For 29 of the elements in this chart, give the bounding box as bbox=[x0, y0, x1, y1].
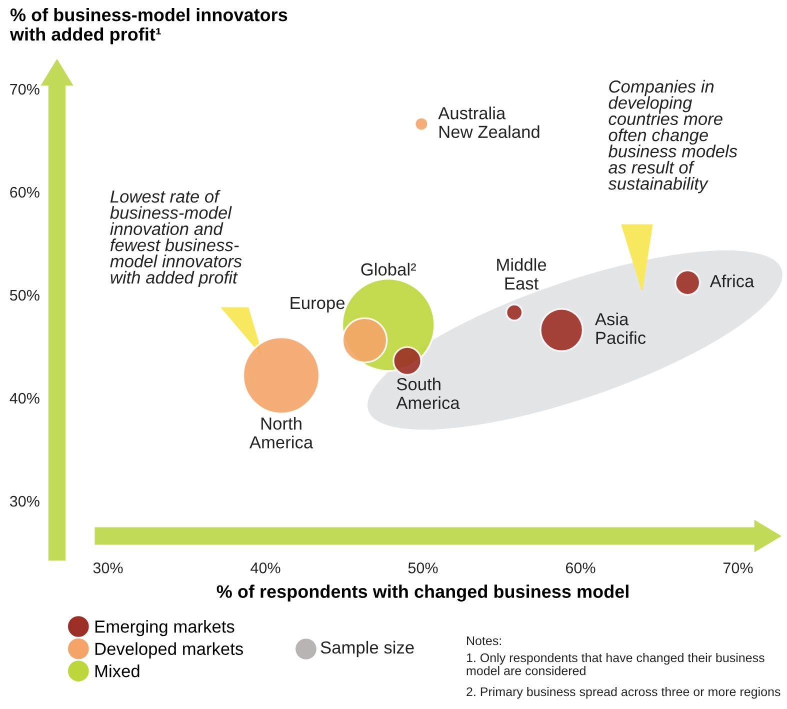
annotation: Companies in developing countries more often change business models as result of sustainability bbox=[608, 80, 738, 194]
legend-label: Mixed bbox=[95, 664, 140, 678]
text: Sample size bbox=[320, 640, 414, 658]
annotation: North America bbox=[249, 417, 314, 448]
y-tick-label: 40% bbox=[10, 392, 40, 404]
annotation: Lowest rate of business-model innovation and fewest business- model innovators with added profit bbox=[110, 190, 242, 288]
y-tick-label: 60% bbox=[10, 186, 40, 198]
text: Notes: bbox=[467, 636, 501, 646]
x-tick-label: 60% bbox=[566, 562, 596, 574]
y-axis-title: % of business-model innovators with added profit¹ bbox=[10, 8, 288, 44]
text: 2. Primary business spread across three or more regions bbox=[466, 687, 780, 699]
annotation: Middle East bbox=[497, 258, 546, 290]
annotation: Africa bbox=[710, 274, 754, 288]
y-tick-label: 30% bbox=[10, 496, 40, 507]
annotation: Australia New Zealand bbox=[438, 106, 540, 138]
legend-label: Developed markets bbox=[95, 642, 243, 658]
text: 1. Only respondents that have changed their business model are considered bbox=[466, 653, 764, 676]
x-tick-label: 30% bbox=[93, 562, 123, 574]
annotation: Global² bbox=[361, 262, 416, 276]
annotation: South America bbox=[396, 378, 460, 410]
x-tick-label: 70% bbox=[723, 562, 753, 574]
x-axis-title: % of respondents with changed business model bbox=[216, 584, 628, 602]
x-tick-label: 40% bbox=[250, 562, 280, 574]
x-tick-label: 50% bbox=[408, 562, 438, 574]
y-tick-label: 70% bbox=[10, 84, 40, 95]
legend-label: Emerging markets bbox=[95, 620, 234, 636]
y-tick-label: 50% bbox=[10, 290, 40, 301]
annotation: Asia Pacific bbox=[594, 312, 646, 344]
annotation: Europe bbox=[290, 296, 345, 313]
